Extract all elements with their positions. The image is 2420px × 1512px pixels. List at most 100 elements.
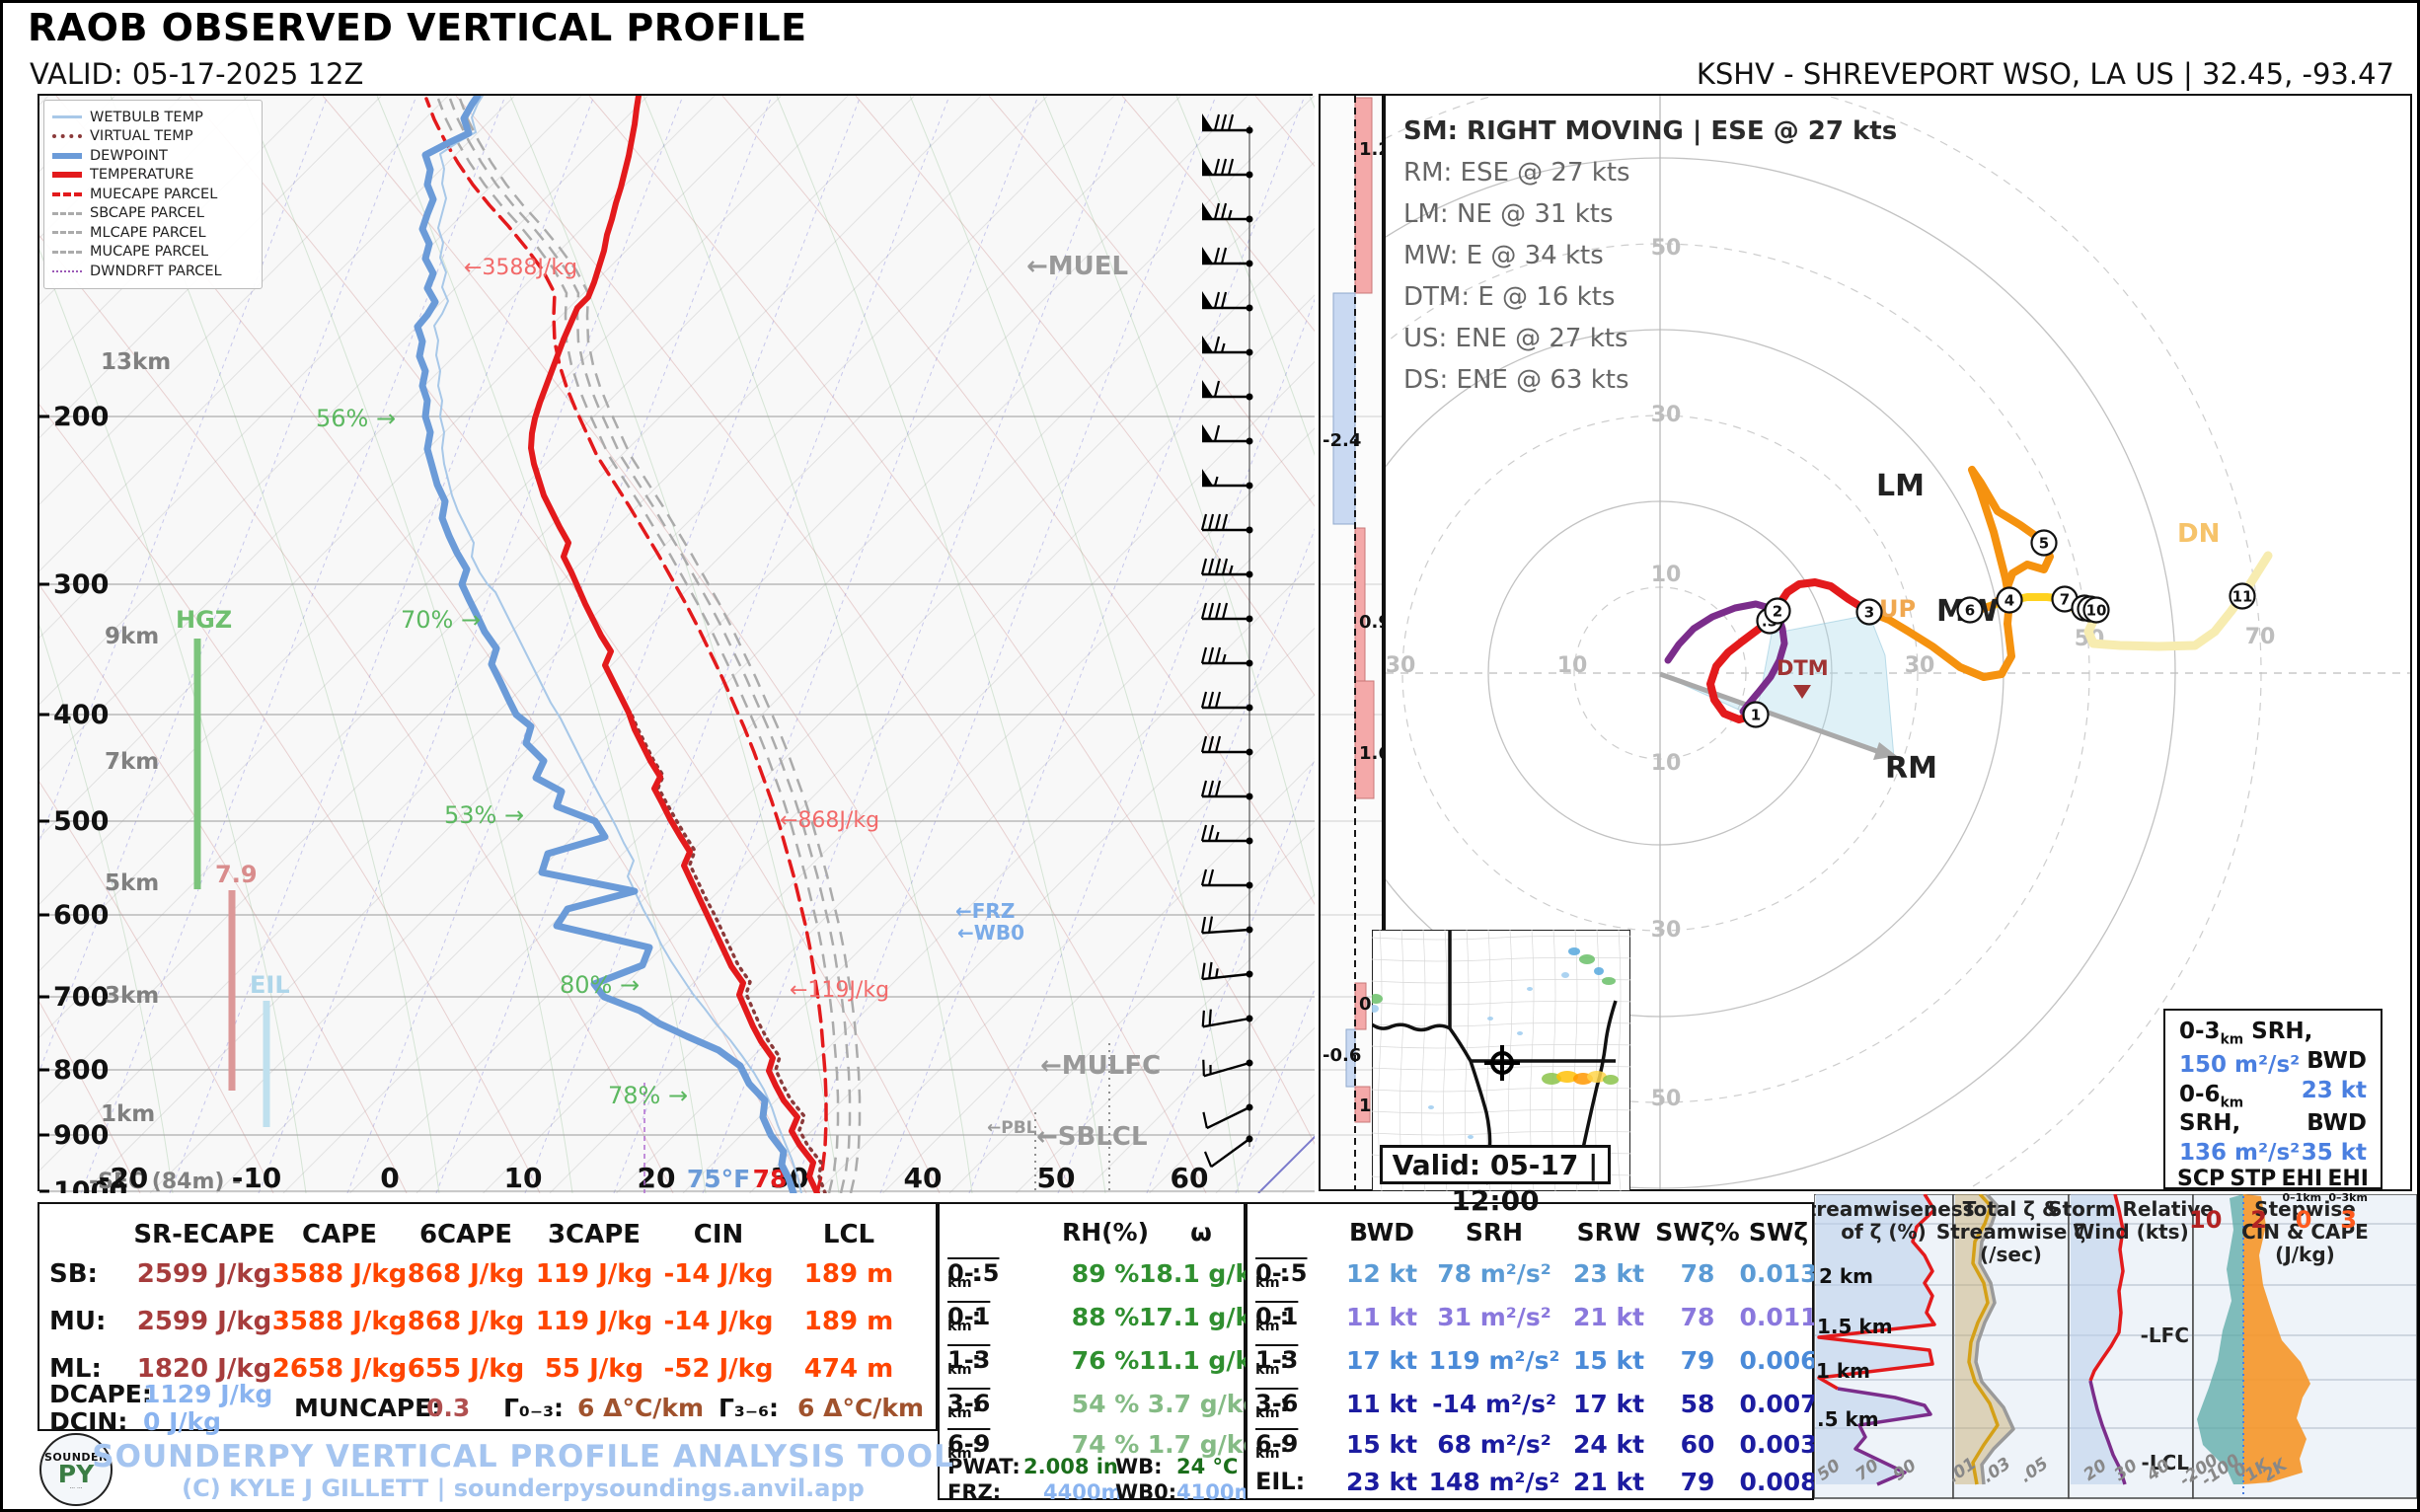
pressure-label: 900 <box>53 1120 109 1151</box>
height-marker-10: 10 <box>2082 596 2110 624</box>
legend-label: TEMPERATURE <box>90 167 194 184</box>
value-cell: 0.008 <box>1739 1468 1818 1496</box>
radar-echoes <box>1372 947 1619 1139</box>
wind-barb <box>1202 469 1253 490</box>
legend-label: VIRTUAL TEMP <box>90 128 193 145</box>
index-value: 3 <box>2340 1206 2357 1235</box>
lcl-label: -LCL <box>2142 1451 2190 1474</box>
mini-panel-title: CIN & CAPE <box>2241 1220 2369 1244</box>
footer-line2: (C) KYLE J GILLETT | sounderpysoundings.… <box>182 1474 865 1502</box>
storm-motion-line: US: ENE @ 27 kts <box>1403 324 1628 353</box>
streamwiseness-red-line <box>1817 1194 1936 1391</box>
wind-barb <box>1200 735 1253 756</box>
value-cell: 868 J/kg <box>407 1259 525 1289</box>
rh-annotation: 53% → <box>444 801 524 829</box>
omega-bar <box>1354 982 1367 1030</box>
value-cell: 189 m <box>803 1259 894 1289</box>
storm-motion-line: RM: ESE @ 27 kts <box>1403 158 1630 188</box>
dewpoint-trace <box>414 96 797 1193</box>
legend-swatch-dwndrft-icon <box>52 269 82 272</box>
height-label: 9km <box>105 624 159 649</box>
page-title: RAOB OBSERVED VERTICAL PROFILE <box>28 6 807 49</box>
hodo-label-DN: DN <box>2177 519 2220 549</box>
layer-label: EIL: <box>1255 1468 1306 1495</box>
layer-bar-label: 7.9 <box>215 861 258 888</box>
legend-swatch-muecape-icon <box>52 191 82 196</box>
value-cell: 2599 J/kg <box>136 1259 272 1289</box>
gamma-0-3-value: 6 Δ°C/km <box>577 1394 705 1422</box>
value-cell: 17 kt <box>1345 1346 1418 1375</box>
storm-motion-line: MW: E @ 34 kts <box>1403 241 1604 270</box>
ring-label: 30 <box>1905 653 1935 678</box>
index-header: EHI <box>2327 1167 2369 1192</box>
rm-vector-arrow <box>1659 671 1886 757</box>
svg-text:1: 1 <box>1751 707 1761 724</box>
svg-text:7: 7 <box>2060 591 2070 609</box>
row-label: MU: <box>49 1307 107 1336</box>
virtual-temp-trace <box>629 711 827 1193</box>
legend-swatch-virtual-icon <box>52 134 82 139</box>
value-cell: -14 J/kg <box>663 1307 774 1336</box>
height-marker-11: 11 <box>2229 582 2256 610</box>
ring-label: 10 <box>1651 563 1682 587</box>
bwd-row2-label: BWD <box>2307 1110 2367 1137</box>
layer-label: 6-9 km: <box>1255 1430 1299 1462</box>
logo-main-text: PY <box>57 1460 95 1488</box>
layer-label: 6-9 km: <box>947 1430 991 1462</box>
legend-label: MUCAPE PARCEL <box>90 244 209 261</box>
omega-strip-chart: 1.2-2.40.91.60.4-0.61.4 <box>1321 96 1382 1189</box>
layer-label: 1-3 km: <box>947 1346 991 1378</box>
layer-bar-label: EIL <box>250 971 290 999</box>
ring-label: 70 <box>2245 625 2276 649</box>
gamma-3-6-label: Γ₃₋₆: <box>718 1394 780 1422</box>
wind-barb <box>1202 158 1253 179</box>
station-info: KSHV - SHREVEPORT WSO, LA US | 32.45, -9… <box>1696 57 2394 91</box>
x-tick: -10 <box>232 1162 282 1193</box>
svg-text:3: 3 <box>1864 604 1874 622</box>
value-cell: 68 m²/s² <box>1437 1430 1551 1459</box>
legend-label: MUECAPE PARCEL <box>90 186 218 202</box>
surface-label: -SFC (84m) - <box>89 1170 241 1193</box>
value-cell: 55 J/kg <box>544 1354 644 1384</box>
omega-value: 0.9 <box>1359 612 1382 633</box>
value-cell: 0.013 <box>1739 1259 1818 1288</box>
srh-row1-value: 150 m²/s² <box>2179 1051 2301 1078</box>
value-cell: 58 <box>1680 1390 1715 1418</box>
temperature-trace <box>528 96 820 1193</box>
level-annotation: ←SBLCL <box>1036 1122 1148 1152</box>
mini-panel-frame <box>1952 1194 2070 1499</box>
legend-item: SBCAPE PARCEL <box>52 204 254 224</box>
col-header: ω <box>1190 1218 1212 1247</box>
stepwise-cin-fill <box>2197 1194 2243 1484</box>
frz-value: 4400m <box>1043 1480 1123 1504</box>
col-header: 3CAPE <box>547 1220 642 1249</box>
legend-label: WETBULB TEMP <box>90 109 203 125</box>
mixing-ratio-value: 3.7 g/kg <box>1147 1390 1261 1418</box>
gamma-3-6-value: 6 Δ°C/km <box>797 1394 925 1422</box>
svg-text:11: 11 <box>2232 588 2253 606</box>
rh-value: 88 % <box>1071 1303 1140 1331</box>
level-annotation: ←PBL <box>987 1118 1037 1138</box>
value-cell: 0.003 <box>1739 1430 1818 1459</box>
legend-item: MUECAPE PARCEL <box>52 185 254 204</box>
value-cell: 79 <box>1680 1346 1715 1375</box>
legend-label: DWNDRFT PARCEL <box>90 263 222 279</box>
value-cell: 78 <box>1680 1259 1715 1288</box>
height-label: 5km <box>105 870 159 896</box>
height-marker-5: 5 <box>2030 529 2058 557</box>
row-label: ML: <box>49 1354 102 1384</box>
x-tick: 0 <box>380 1162 399 1193</box>
rh-value: 89 % <box>1071 1259 1140 1288</box>
footer-line1: SOUNDERPY VERTICAL PROFILE ANALYSIS TOOL <box>92 1439 954 1474</box>
mini-panel-title: Streamwise ζ <box>1936 1220 2085 1244</box>
height-marker-6: 6 <box>1956 596 1984 624</box>
omega-bar <box>1354 527 1366 682</box>
lfc-label: -LFC <box>2141 1323 2189 1347</box>
col-header: 6CAPE <box>418 1220 513 1249</box>
height-marker-3: 3 <box>1855 598 1883 626</box>
value-cell: 0.007 <box>1739 1390 1818 1418</box>
ring-label: 10 <box>1651 751 1682 776</box>
cape-annotation: ←3588J/kg <box>464 256 577 280</box>
mini-panel-title: Wind (kts) <box>2073 1220 2188 1244</box>
